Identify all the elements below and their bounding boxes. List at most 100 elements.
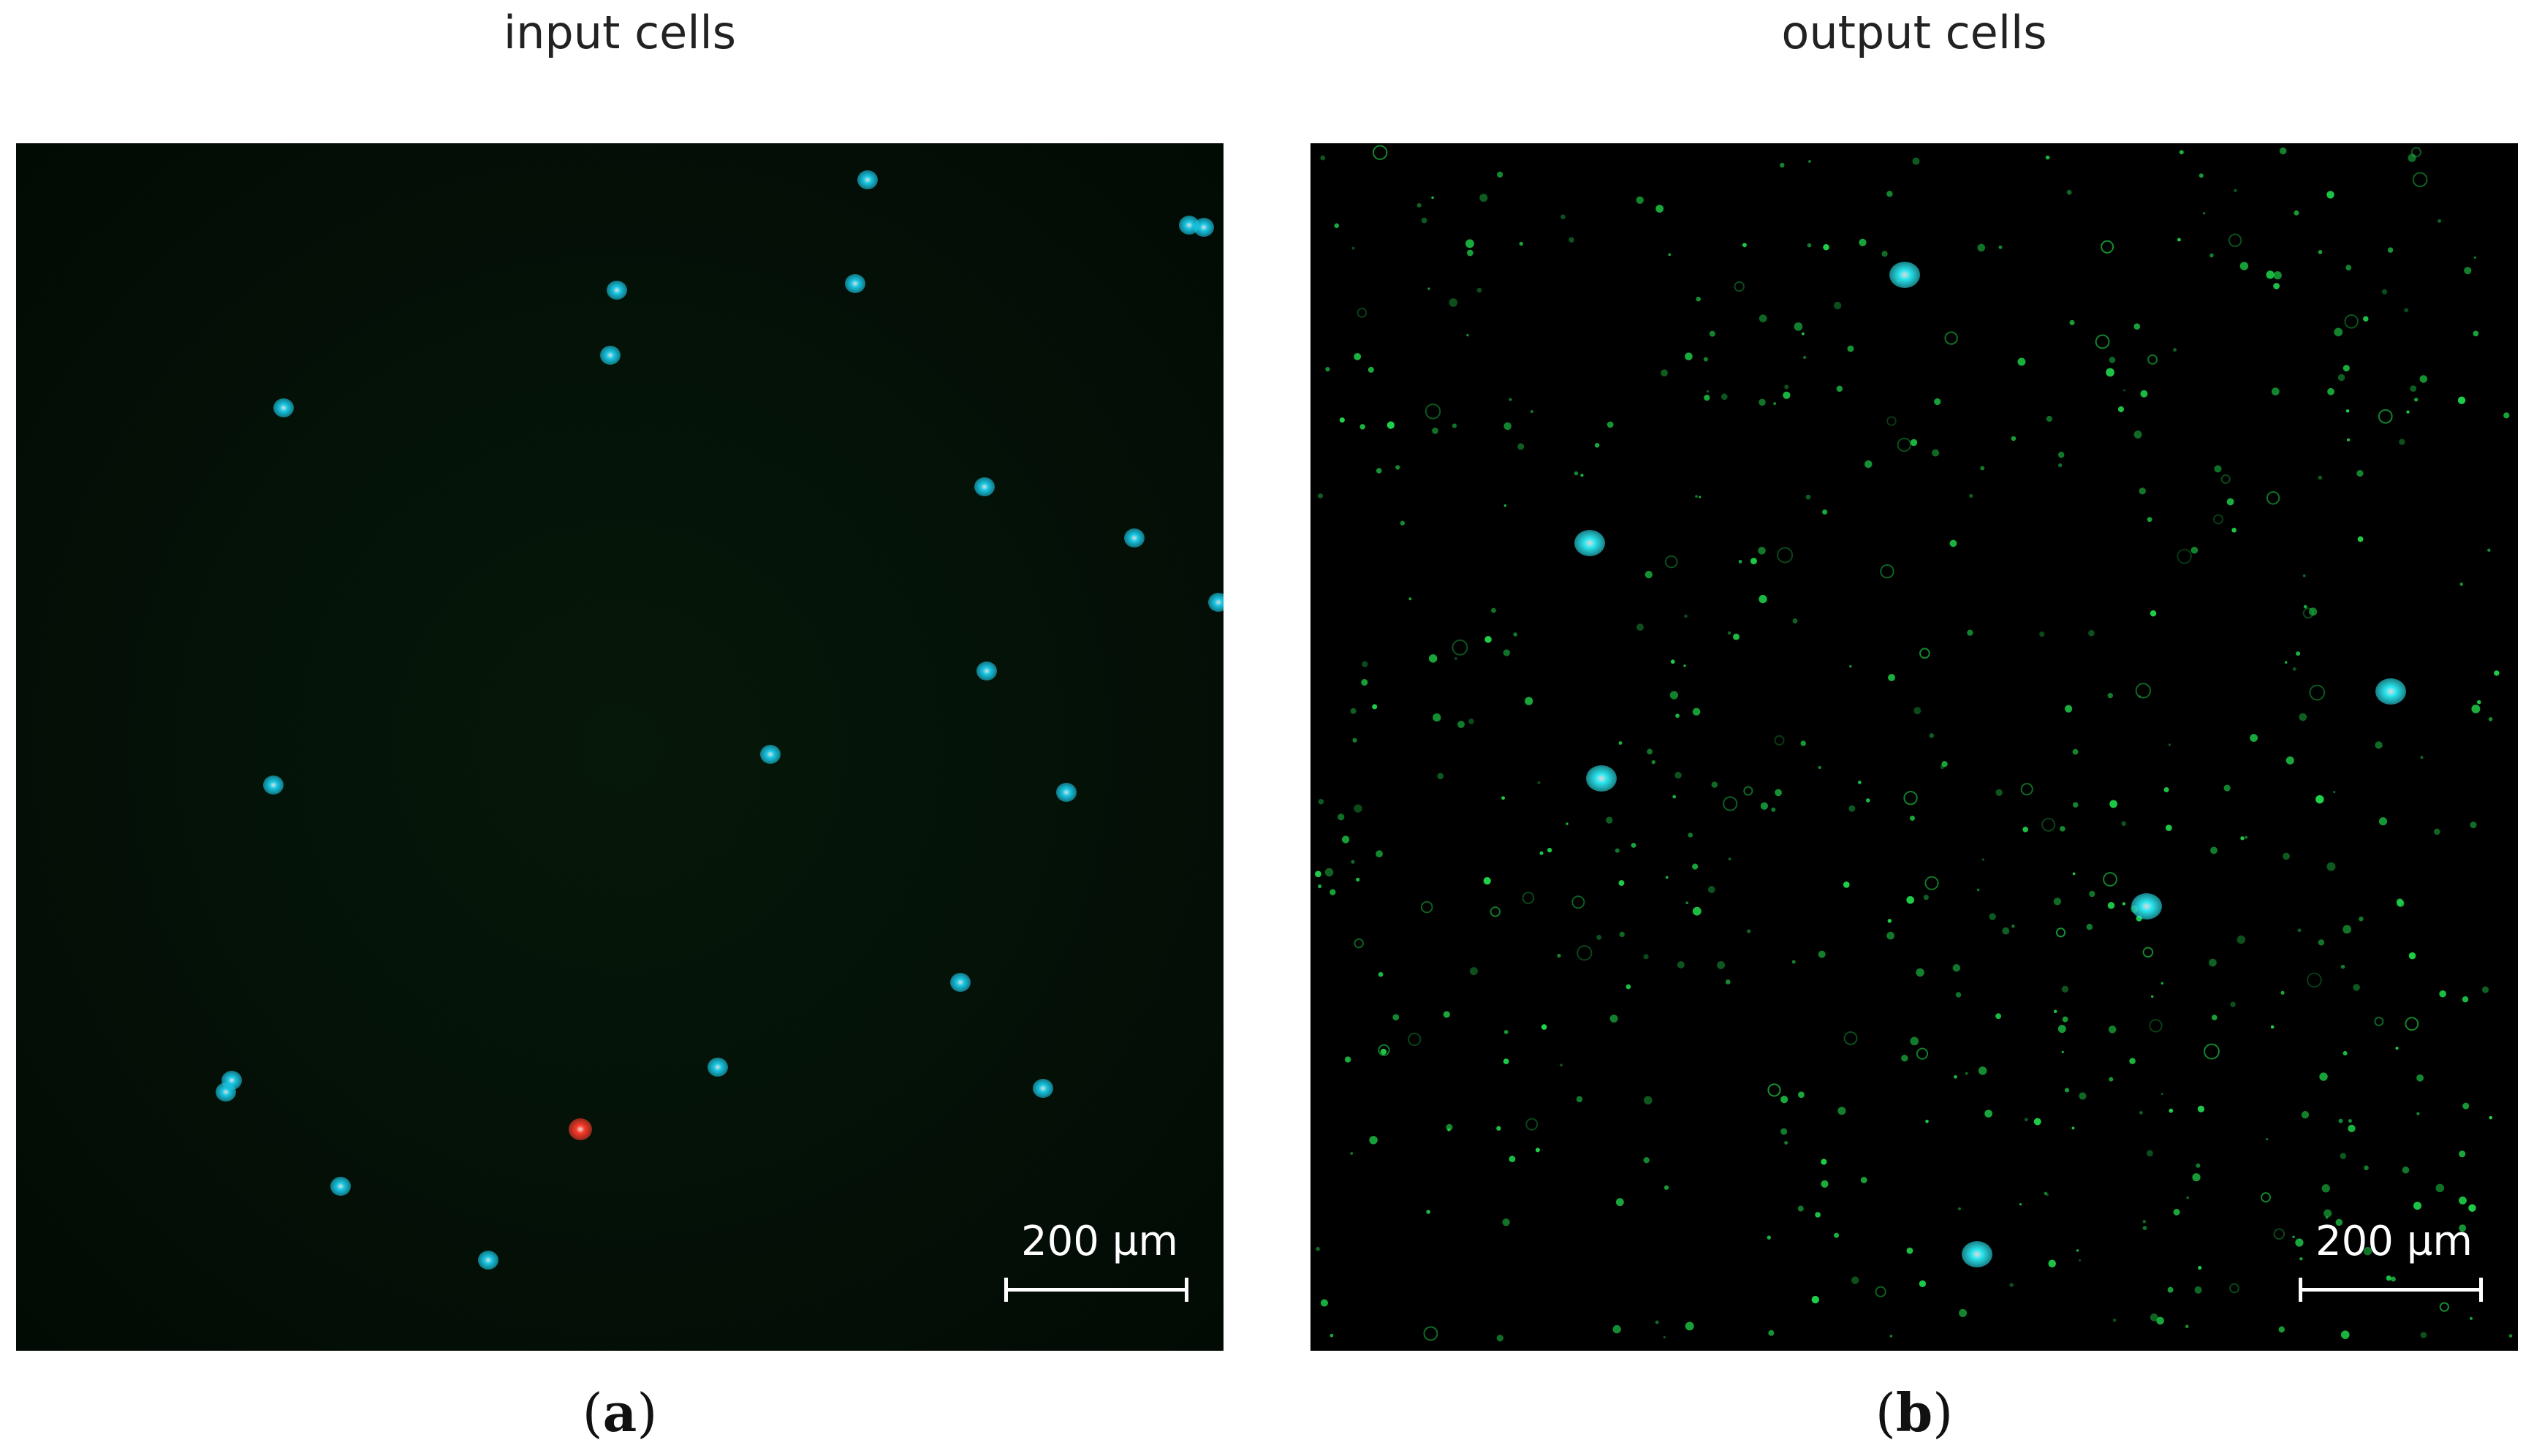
green-bead (2374, 1016, 2384, 1026)
green-bead (1860, 1177, 1867, 1183)
green-bead (2071, 1126, 2075, 1130)
green-bead (2439, 990, 2446, 998)
green-bead (1706, 390, 1710, 393)
green-bead (2266, 491, 2280, 505)
green-bead (1502, 1218, 1510, 1226)
panel-a-caption-letter: a (602, 1381, 637, 1444)
green-bead (1727, 631, 1731, 635)
green-bead (2318, 475, 2323, 480)
green-bead (1574, 471, 1579, 476)
green-bead (1794, 322, 1803, 331)
green-bead (2122, 902, 2126, 906)
green-bead (2169, 1108, 2174, 1113)
green-bead (1320, 155, 1326, 161)
green-bead (1912, 157, 1920, 165)
green-bead (2295, 1238, 2304, 1247)
green-bead (2470, 821, 2477, 829)
green-bead (1318, 799, 1324, 805)
green-bead (1503, 504, 1507, 507)
green-bead (1428, 654, 1438, 663)
green-bead (1981, 858, 1984, 861)
green-bead (1369, 1136, 1378, 1145)
green-bead (2437, 219, 2442, 223)
green-bead (2333, 791, 2336, 794)
cyan-cell (845, 274, 865, 293)
green-bead (2416, 1112, 2420, 1115)
green-bead (1783, 391, 1791, 399)
green-bead (1866, 798, 1870, 803)
green-bead (1709, 330, 1715, 337)
green-bead (2161, 982, 2164, 985)
green-bead (1733, 633, 1740, 640)
green-bead (1580, 474, 1584, 477)
green-bead (2481, 986, 2489, 993)
green-bead (2470, 1316, 2473, 1320)
cyan-cell (600, 346, 621, 365)
green-bead (1906, 895, 1914, 904)
green-bead (1685, 1322, 1694, 1331)
green-bead (2420, 1332, 2427, 1338)
green-bead (1758, 547, 1766, 555)
green-bead (1395, 465, 1400, 470)
green-bead (1354, 804, 1362, 813)
green-bead (2053, 898, 2062, 906)
green-bead (2318, 939, 2325, 946)
green-bead (2345, 265, 2352, 271)
green-bead (1821, 1159, 1827, 1165)
green-bead (1944, 331, 1958, 345)
green-bead (1497, 171, 1503, 178)
green-bead (1773, 402, 1777, 406)
green-bead (1775, 789, 1782, 797)
green-bead (1636, 623, 1644, 632)
green-bead (1645, 570, 1653, 579)
green-bead (2168, 743, 2171, 746)
green-bead (2299, 1257, 2303, 1261)
green-bead (1864, 460, 1873, 469)
green-bead (2297, 928, 2302, 933)
green-bead (1978, 1066, 1987, 1075)
green-bead (1372, 704, 1378, 710)
green-bead (1324, 868, 1334, 877)
green-bead (2186, 1196, 2189, 1199)
green-bead (2057, 1025, 2066, 1034)
green-bead (2464, 267, 2472, 275)
green-bead (2121, 821, 2127, 827)
green-bead (1503, 1058, 1509, 1065)
cyan-cell (1124, 528, 1145, 547)
green-bead (2041, 817, 2056, 832)
cyan-cell (976, 661, 997, 680)
green-bead (1759, 594, 1767, 604)
cyan-cell (1889, 262, 1920, 288)
green-bead (1924, 876, 1939, 890)
green-bead (1728, 857, 1731, 861)
green-bead (2419, 375, 2428, 383)
green-bead (1522, 892, 1535, 904)
green-bead (2209, 253, 2214, 258)
green-bead (2299, 713, 2307, 721)
green-bead (1696, 296, 1701, 302)
green-bead (1501, 796, 1505, 800)
green-bead (1822, 509, 1828, 515)
green-bead (2089, 890, 2095, 898)
green-bead (2167, 1286, 2174, 1293)
green-bead (1881, 251, 1888, 257)
green-bead (2413, 1202, 2422, 1210)
green-bead (1906, 1247, 1913, 1254)
panel-a-caption: (a) (582, 1381, 658, 1444)
green-bead (2033, 1118, 2041, 1126)
green-bead (2048, 1259, 2056, 1267)
panel-b-scalebar-label: 200 µm (2315, 1218, 2473, 1265)
cyan-cell (1574, 530, 1605, 556)
green-bead (1609, 1015, 1618, 1023)
green-bead (1779, 162, 1785, 168)
green-bead (1916, 1047, 1929, 1060)
green-bead (2133, 431, 2142, 439)
green-bead (1467, 249, 1473, 257)
green-bead (2072, 802, 2079, 808)
green-bead (2204, 1043, 2220, 1060)
green-bead (1351, 860, 1355, 864)
green-bead (2309, 607, 2318, 616)
green-bead (2408, 952, 2416, 960)
green-bead (1479, 194, 1488, 202)
green-bead (2273, 283, 2280, 289)
